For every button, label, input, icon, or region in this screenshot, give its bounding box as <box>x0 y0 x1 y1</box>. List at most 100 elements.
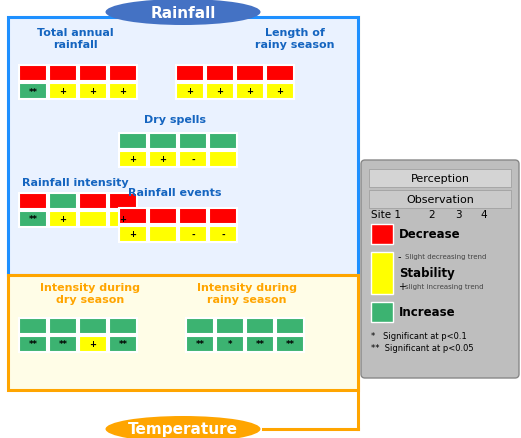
Text: +: + <box>187 87 193 96</box>
FancyBboxPatch shape <box>236 84 264 100</box>
FancyBboxPatch shape <box>79 318 107 334</box>
Text: -: - <box>191 155 195 164</box>
Text: **: ** <box>29 340 38 349</box>
FancyBboxPatch shape <box>186 318 214 334</box>
Text: +: + <box>246 87 254 96</box>
FancyBboxPatch shape <box>49 212 77 227</box>
Text: +: + <box>90 340 96 349</box>
Text: +: + <box>59 215 67 224</box>
Text: Slight decreasing trend: Slight decreasing trend <box>405 254 487 259</box>
FancyBboxPatch shape <box>266 84 294 100</box>
Text: Rainfall: Rainfall <box>151 6 216 21</box>
FancyBboxPatch shape <box>109 194 137 209</box>
FancyBboxPatch shape <box>149 208 177 225</box>
FancyBboxPatch shape <box>119 152 147 168</box>
FancyBboxPatch shape <box>371 225 393 244</box>
Text: Rainfall events: Rainfall events <box>128 187 222 198</box>
FancyBboxPatch shape <box>236 66 264 82</box>
Text: *: * <box>228 340 232 349</box>
FancyBboxPatch shape <box>19 212 47 227</box>
FancyBboxPatch shape <box>79 212 107 227</box>
Text: **  Significant at p<0.05: ** Significant at p<0.05 <box>371 343 474 352</box>
FancyBboxPatch shape <box>179 226 207 243</box>
FancyBboxPatch shape <box>206 66 234 82</box>
FancyBboxPatch shape <box>19 318 47 334</box>
FancyBboxPatch shape <box>369 170 511 187</box>
FancyBboxPatch shape <box>246 336 274 352</box>
Text: -: - <box>191 230 195 239</box>
FancyBboxPatch shape <box>109 336 137 352</box>
FancyBboxPatch shape <box>179 134 207 150</box>
FancyBboxPatch shape <box>246 318 274 334</box>
FancyBboxPatch shape <box>179 152 207 168</box>
Text: Decrease: Decrease <box>399 228 461 241</box>
FancyBboxPatch shape <box>216 336 244 352</box>
Text: Length of
rainy season: Length of rainy season <box>255 28 335 49</box>
Text: Temperature: Temperature <box>128 421 238 437</box>
Text: 4: 4 <box>481 209 487 219</box>
Ellipse shape <box>105 416 260 438</box>
Text: **: ** <box>286 340 294 349</box>
FancyBboxPatch shape <box>49 84 77 100</box>
Text: **: ** <box>255 340 265 349</box>
FancyBboxPatch shape <box>209 208 237 225</box>
FancyBboxPatch shape <box>119 226 147 243</box>
FancyBboxPatch shape <box>119 134 147 150</box>
FancyBboxPatch shape <box>19 66 47 82</box>
FancyBboxPatch shape <box>149 226 177 243</box>
FancyBboxPatch shape <box>79 66 107 82</box>
Text: Intensity during
rainy season: Intensity during rainy season <box>197 283 297 304</box>
Text: Total annual
rainfall: Total annual rainfall <box>36 28 113 49</box>
FancyBboxPatch shape <box>19 84 47 100</box>
Text: +: + <box>159 155 167 164</box>
FancyBboxPatch shape <box>179 208 207 225</box>
FancyBboxPatch shape <box>19 194 47 209</box>
Text: Rainfall intensity: Rainfall intensity <box>22 177 128 187</box>
Text: +: + <box>119 87 127 96</box>
Text: **: ** <box>195 340 205 349</box>
FancyBboxPatch shape <box>119 208 147 225</box>
Text: Dry spells: Dry spells <box>144 115 206 125</box>
Text: +: + <box>119 215 127 224</box>
Text: **: ** <box>29 215 38 224</box>
FancyBboxPatch shape <box>79 84 107 100</box>
Text: Observation: Observation <box>406 194 474 205</box>
Text: +: + <box>59 87 67 96</box>
FancyBboxPatch shape <box>276 336 304 352</box>
Text: **: ** <box>118 340 128 349</box>
FancyBboxPatch shape <box>276 318 304 334</box>
Text: +: + <box>90 87 96 96</box>
Text: slight increasing trend: slight increasing trend <box>405 283 483 290</box>
Text: -: - <box>398 251 402 261</box>
Text: Increase: Increase <box>399 306 456 319</box>
Text: **: ** <box>58 340 68 349</box>
FancyBboxPatch shape <box>79 336 107 352</box>
FancyBboxPatch shape <box>19 336 47 352</box>
Text: 2: 2 <box>429 209 436 219</box>
FancyBboxPatch shape <box>209 134 237 150</box>
FancyBboxPatch shape <box>176 84 204 100</box>
FancyBboxPatch shape <box>176 66 204 82</box>
Text: *   Significant at p<0.1: * Significant at p<0.1 <box>371 331 467 340</box>
FancyBboxPatch shape <box>361 161 519 378</box>
FancyBboxPatch shape <box>149 152 177 168</box>
FancyBboxPatch shape <box>209 152 237 168</box>
Text: -: - <box>221 230 225 239</box>
FancyBboxPatch shape <box>109 66 137 82</box>
Text: +: + <box>130 230 137 239</box>
FancyBboxPatch shape <box>8 18 358 276</box>
FancyBboxPatch shape <box>149 134 177 150</box>
FancyBboxPatch shape <box>49 336 77 352</box>
Text: +: + <box>277 87 283 96</box>
Text: +: + <box>217 87 224 96</box>
FancyBboxPatch shape <box>109 84 137 100</box>
FancyBboxPatch shape <box>186 336 214 352</box>
FancyBboxPatch shape <box>79 194 107 209</box>
Text: +: + <box>398 281 406 291</box>
FancyBboxPatch shape <box>109 212 137 227</box>
FancyBboxPatch shape <box>216 318 244 334</box>
FancyBboxPatch shape <box>49 66 77 82</box>
FancyBboxPatch shape <box>49 194 77 209</box>
FancyBboxPatch shape <box>369 191 511 208</box>
Ellipse shape <box>105 0 260 26</box>
